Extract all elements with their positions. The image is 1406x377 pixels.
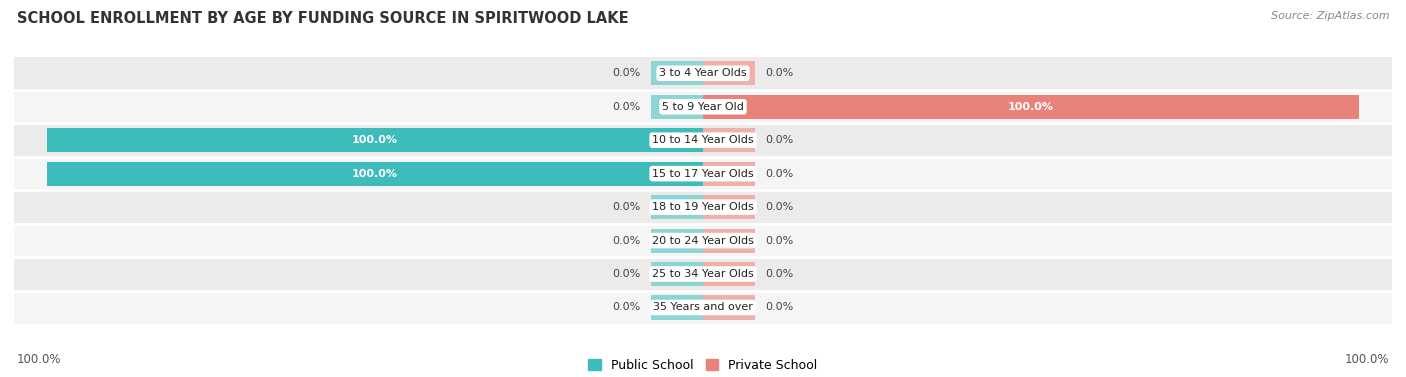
Text: 20 to 24 Year Olds: 20 to 24 Year Olds xyxy=(652,236,754,245)
Text: 25 to 34 Year Olds: 25 to 34 Year Olds xyxy=(652,269,754,279)
Text: 0.0%: 0.0% xyxy=(765,202,793,212)
Text: 0.0%: 0.0% xyxy=(613,302,641,313)
Bar xyxy=(703,95,1360,119)
Text: 0.0%: 0.0% xyxy=(613,102,641,112)
Bar xyxy=(14,124,1392,157)
Bar xyxy=(651,228,703,253)
Text: 0.0%: 0.0% xyxy=(613,202,641,212)
Text: SCHOOL ENROLLMENT BY AGE BY FUNDING SOURCE IN SPIRITWOOD LAKE: SCHOOL ENROLLMENT BY AGE BY FUNDING SOUR… xyxy=(17,11,628,26)
Text: 100.0%: 100.0% xyxy=(17,353,62,366)
Bar xyxy=(703,61,755,85)
Text: 18 to 19 Year Olds: 18 to 19 Year Olds xyxy=(652,202,754,212)
Bar xyxy=(651,195,703,219)
Bar xyxy=(703,296,755,320)
Bar xyxy=(14,257,1392,291)
Bar xyxy=(14,224,1392,257)
Text: 100.0%: 100.0% xyxy=(352,135,398,145)
Text: 15 to 17 Year Olds: 15 to 17 Year Olds xyxy=(652,169,754,179)
Bar xyxy=(651,61,703,85)
Text: 100.0%: 100.0% xyxy=(352,169,398,179)
Bar xyxy=(14,157,1392,190)
Text: 5 to 9 Year Old: 5 to 9 Year Old xyxy=(662,102,744,112)
Text: Source: ZipAtlas.com: Source: ZipAtlas.com xyxy=(1271,11,1389,21)
Bar xyxy=(651,95,703,119)
Bar xyxy=(46,162,703,186)
Text: 0.0%: 0.0% xyxy=(765,302,793,313)
Bar xyxy=(651,262,703,286)
Text: 0.0%: 0.0% xyxy=(765,269,793,279)
Bar xyxy=(703,228,755,253)
Bar xyxy=(703,128,755,152)
Legend: Public School, Private School: Public School, Private School xyxy=(583,354,823,377)
Bar xyxy=(14,190,1392,224)
Text: 0.0%: 0.0% xyxy=(765,169,793,179)
Text: 0.0%: 0.0% xyxy=(765,236,793,245)
Text: 10 to 14 Year Olds: 10 to 14 Year Olds xyxy=(652,135,754,145)
Bar xyxy=(703,162,755,186)
Text: 0.0%: 0.0% xyxy=(613,68,641,78)
Text: 0.0%: 0.0% xyxy=(765,135,793,145)
Bar xyxy=(703,195,755,219)
Bar xyxy=(651,296,703,320)
Bar xyxy=(703,262,755,286)
Bar xyxy=(14,57,1392,90)
Bar xyxy=(46,128,703,152)
Bar xyxy=(14,291,1392,324)
Text: 0.0%: 0.0% xyxy=(765,68,793,78)
Text: 3 to 4 Year Olds: 3 to 4 Year Olds xyxy=(659,68,747,78)
Text: 100.0%: 100.0% xyxy=(1344,353,1389,366)
Bar xyxy=(14,90,1392,124)
Text: 35 Years and over: 35 Years and over xyxy=(652,302,754,313)
Text: 0.0%: 0.0% xyxy=(613,269,641,279)
Text: 0.0%: 0.0% xyxy=(613,236,641,245)
Text: 100.0%: 100.0% xyxy=(1008,102,1054,112)
